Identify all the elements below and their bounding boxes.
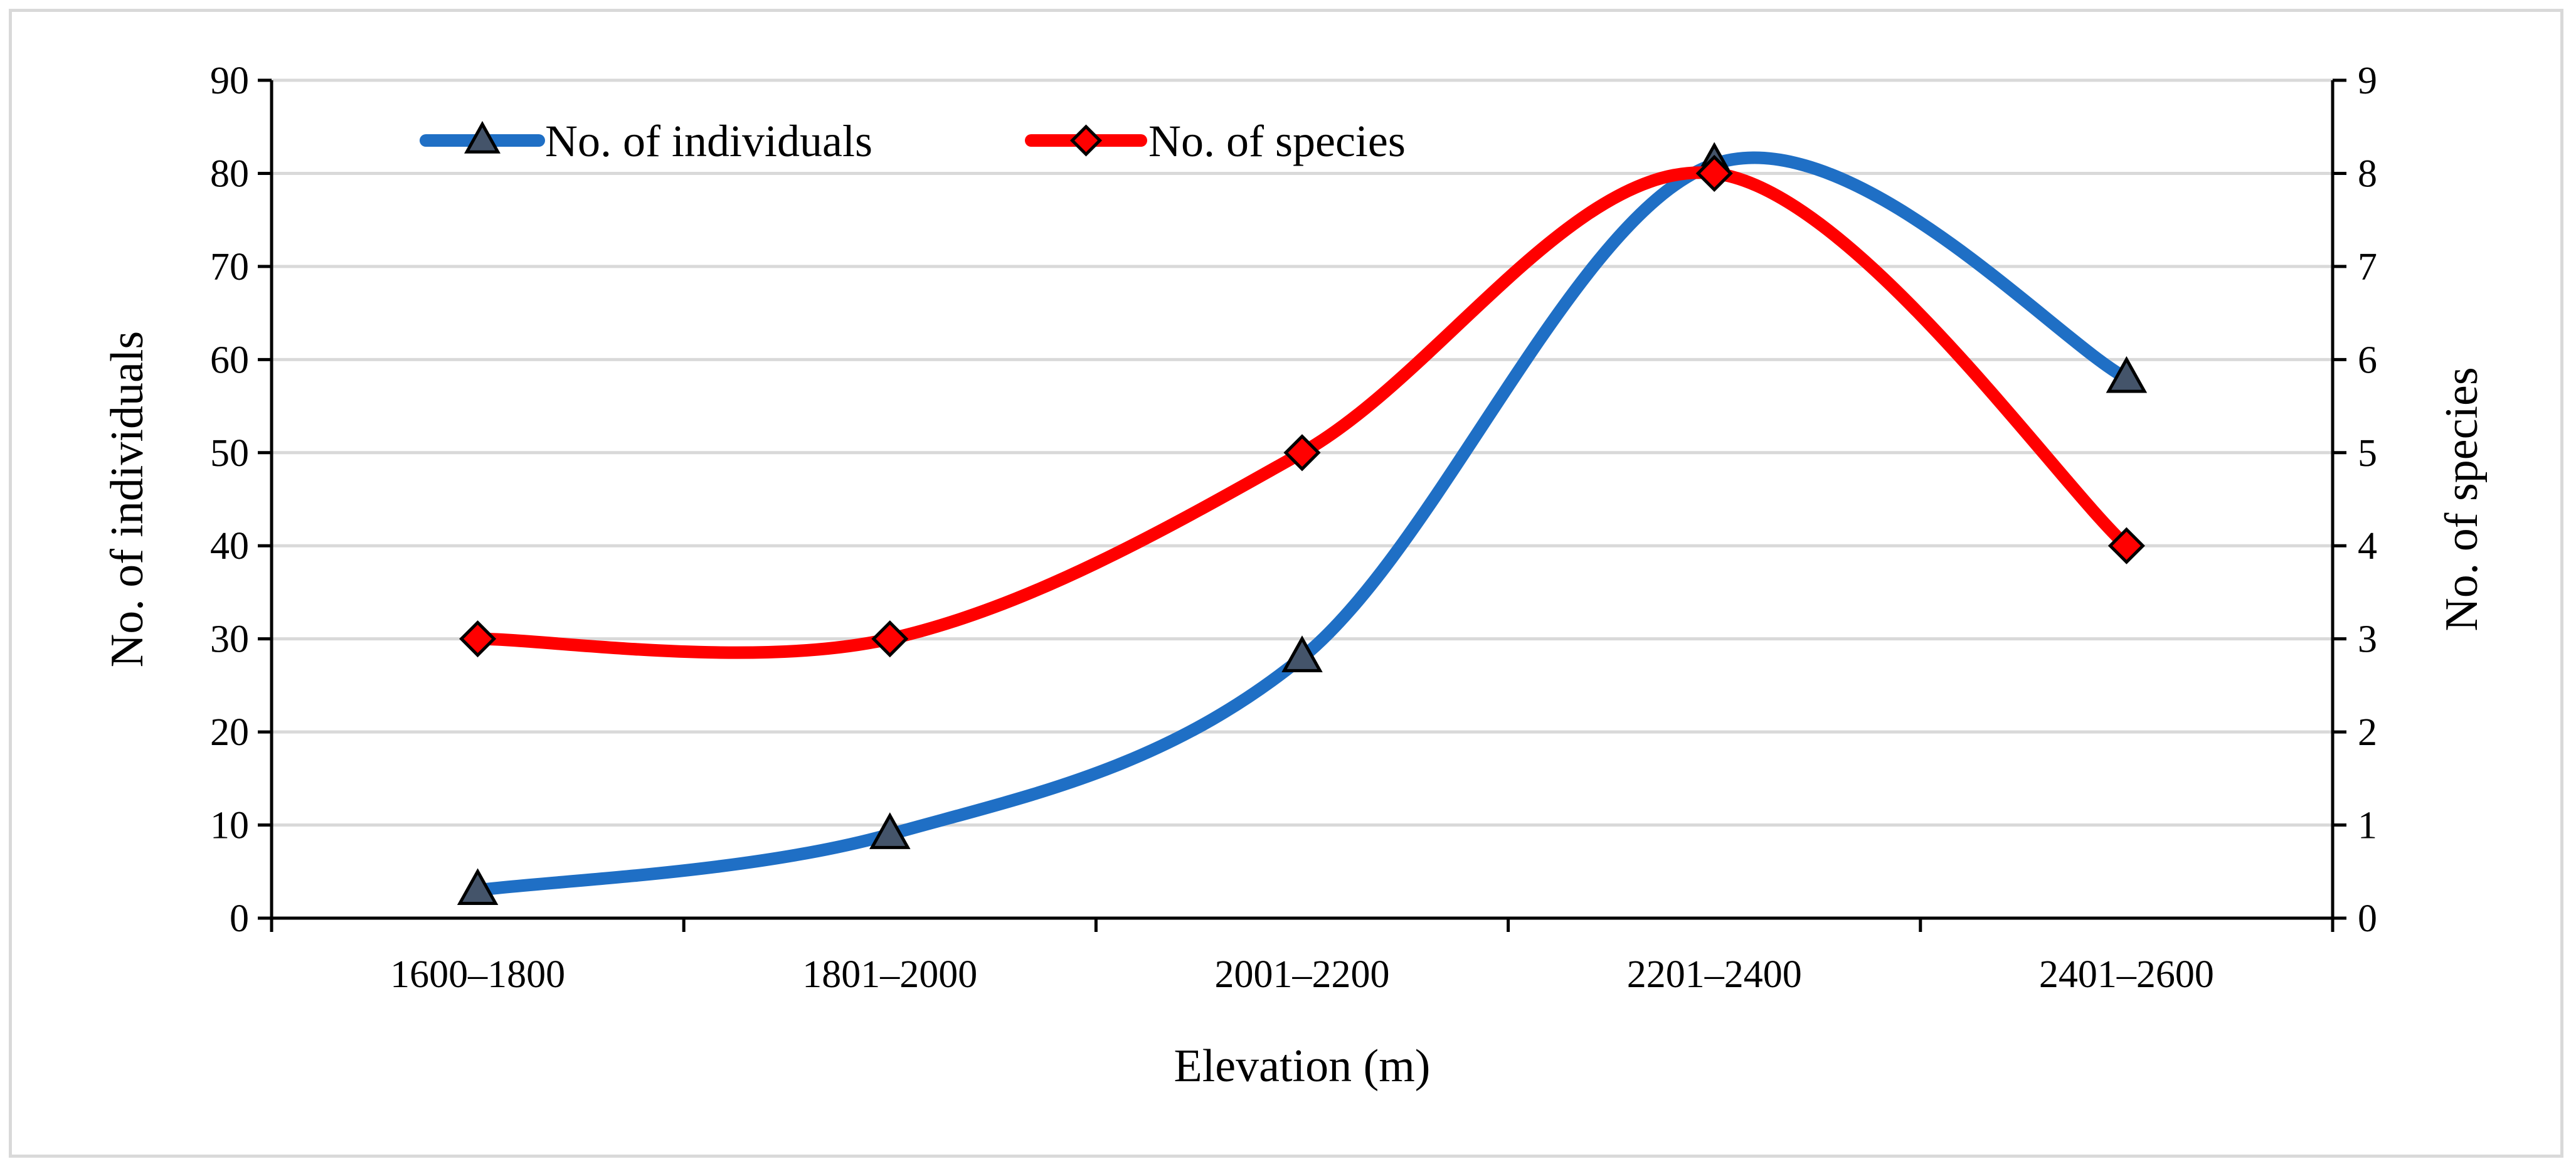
legend-label: No. of individuals xyxy=(545,116,872,166)
y-tick-label-right: 0 xyxy=(2358,897,2377,940)
series-2 xyxy=(459,154,2145,659)
data-point xyxy=(1281,635,1323,672)
y-tick-label-right: 8 xyxy=(2358,152,2377,195)
x-tick-label: 2401–2600 xyxy=(2039,953,2214,996)
series-line xyxy=(471,166,2133,659)
series-line xyxy=(471,151,2133,897)
y-tick-label-right: 2 xyxy=(2358,711,2377,754)
x-tick-label: 1801–2000 xyxy=(802,953,977,996)
x-tick-label: 2201–2400 xyxy=(1627,953,1802,996)
legend: No. of individuals No. of species xyxy=(420,116,1406,166)
legend-marker xyxy=(464,120,501,154)
line-chart: 0 10 20 30 40 50 60 70 80 90 0 1 2 3 4 5 6 7 8 9 1600–1800 18… xyxy=(102,60,2488,1092)
axes: 0 10 20 30 40 50 60 70 80 90 0 1 2 3 4 5 6 7 8 9 1600–1800 18… xyxy=(210,60,2377,996)
y-tick-label-left: 60 xyxy=(210,339,249,381)
y-tick-label-right: 5 xyxy=(2358,432,2377,475)
y-axis-title-right: No. of species xyxy=(2436,367,2488,631)
data-point xyxy=(1695,154,1733,192)
data-point xyxy=(2106,356,2148,393)
y-tick-label-left: 0 xyxy=(230,897,249,940)
chart-frame: 0 10 20 30 40 50 60 70 80 90 0 1 2 3 4 5 6 7 8 9 1600–1800 18… xyxy=(9,9,2563,1158)
y-tick-label-right: 3 xyxy=(2358,618,2377,661)
x-tick-label: 1600–1800 xyxy=(390,953,565,996)
y-tick-label-left: 20 xyxy=(210,711,249,754)
series-layer xyxy=(457,142,2148,905)
x-tick-label: 2001–2200 xyxy=(1215,953,1390,996)
data-point xyxy=(871,620,909,658)
y-tick-label-right: 4 xyxy=(2358,525,2377,568)
series-1 xyxy=(457,142,2148,905)
y-tick-label-left: 80 xyxy=(210,152,249,195)
y-tick-label-right: 6 xyxy=(2358,339,2377,381)
data-point xyxy=(459,620,497,658)
data-point xyxy=(869,812,911,849)
y-tick-label-left: 30 xyxy=(210,618,249,661)
data-point xyxy=(2107,527,2145,564)
y-tick-label-left: 70 xyxy=(210,246,249,288)
legend-label: No. of species xyxy=(1148,116,1406,166)
y-tick-label-right: 7 xyxy=(2358,246,2377,288)
y-tick-label-left: 50 xyxy=(210,432,249,475)
data-point xyxy=(1283,434,1321,472)
y-tick-label-left: 40 xyxy=(210,525,249,568)
y-tick-label-right: 9 xyxy=(2358,60,2377,102)
y-axis-title-left: No. of individuals xyxy=(102,331,153,667)
y-tick-label-right: 1 xyxy=(2358,805,2377,847)
legend-marker xyxy=(1069,124,1103,157)
y-tick-label-left: 10 xyxy=(210,805,249,847)
data-point xyxy=(457,868,499,905)
y-tick-label-left: 90 xyxy=(210,60,249,102)
legend-item-1: No. of individuals xyxy=(420,116,872,166)
x-axis-title: Elevation (m) xyxy=(1174,1040,1431,1092)
legend-item-2: No. of species xyxy=(1025,116,1406,166)
